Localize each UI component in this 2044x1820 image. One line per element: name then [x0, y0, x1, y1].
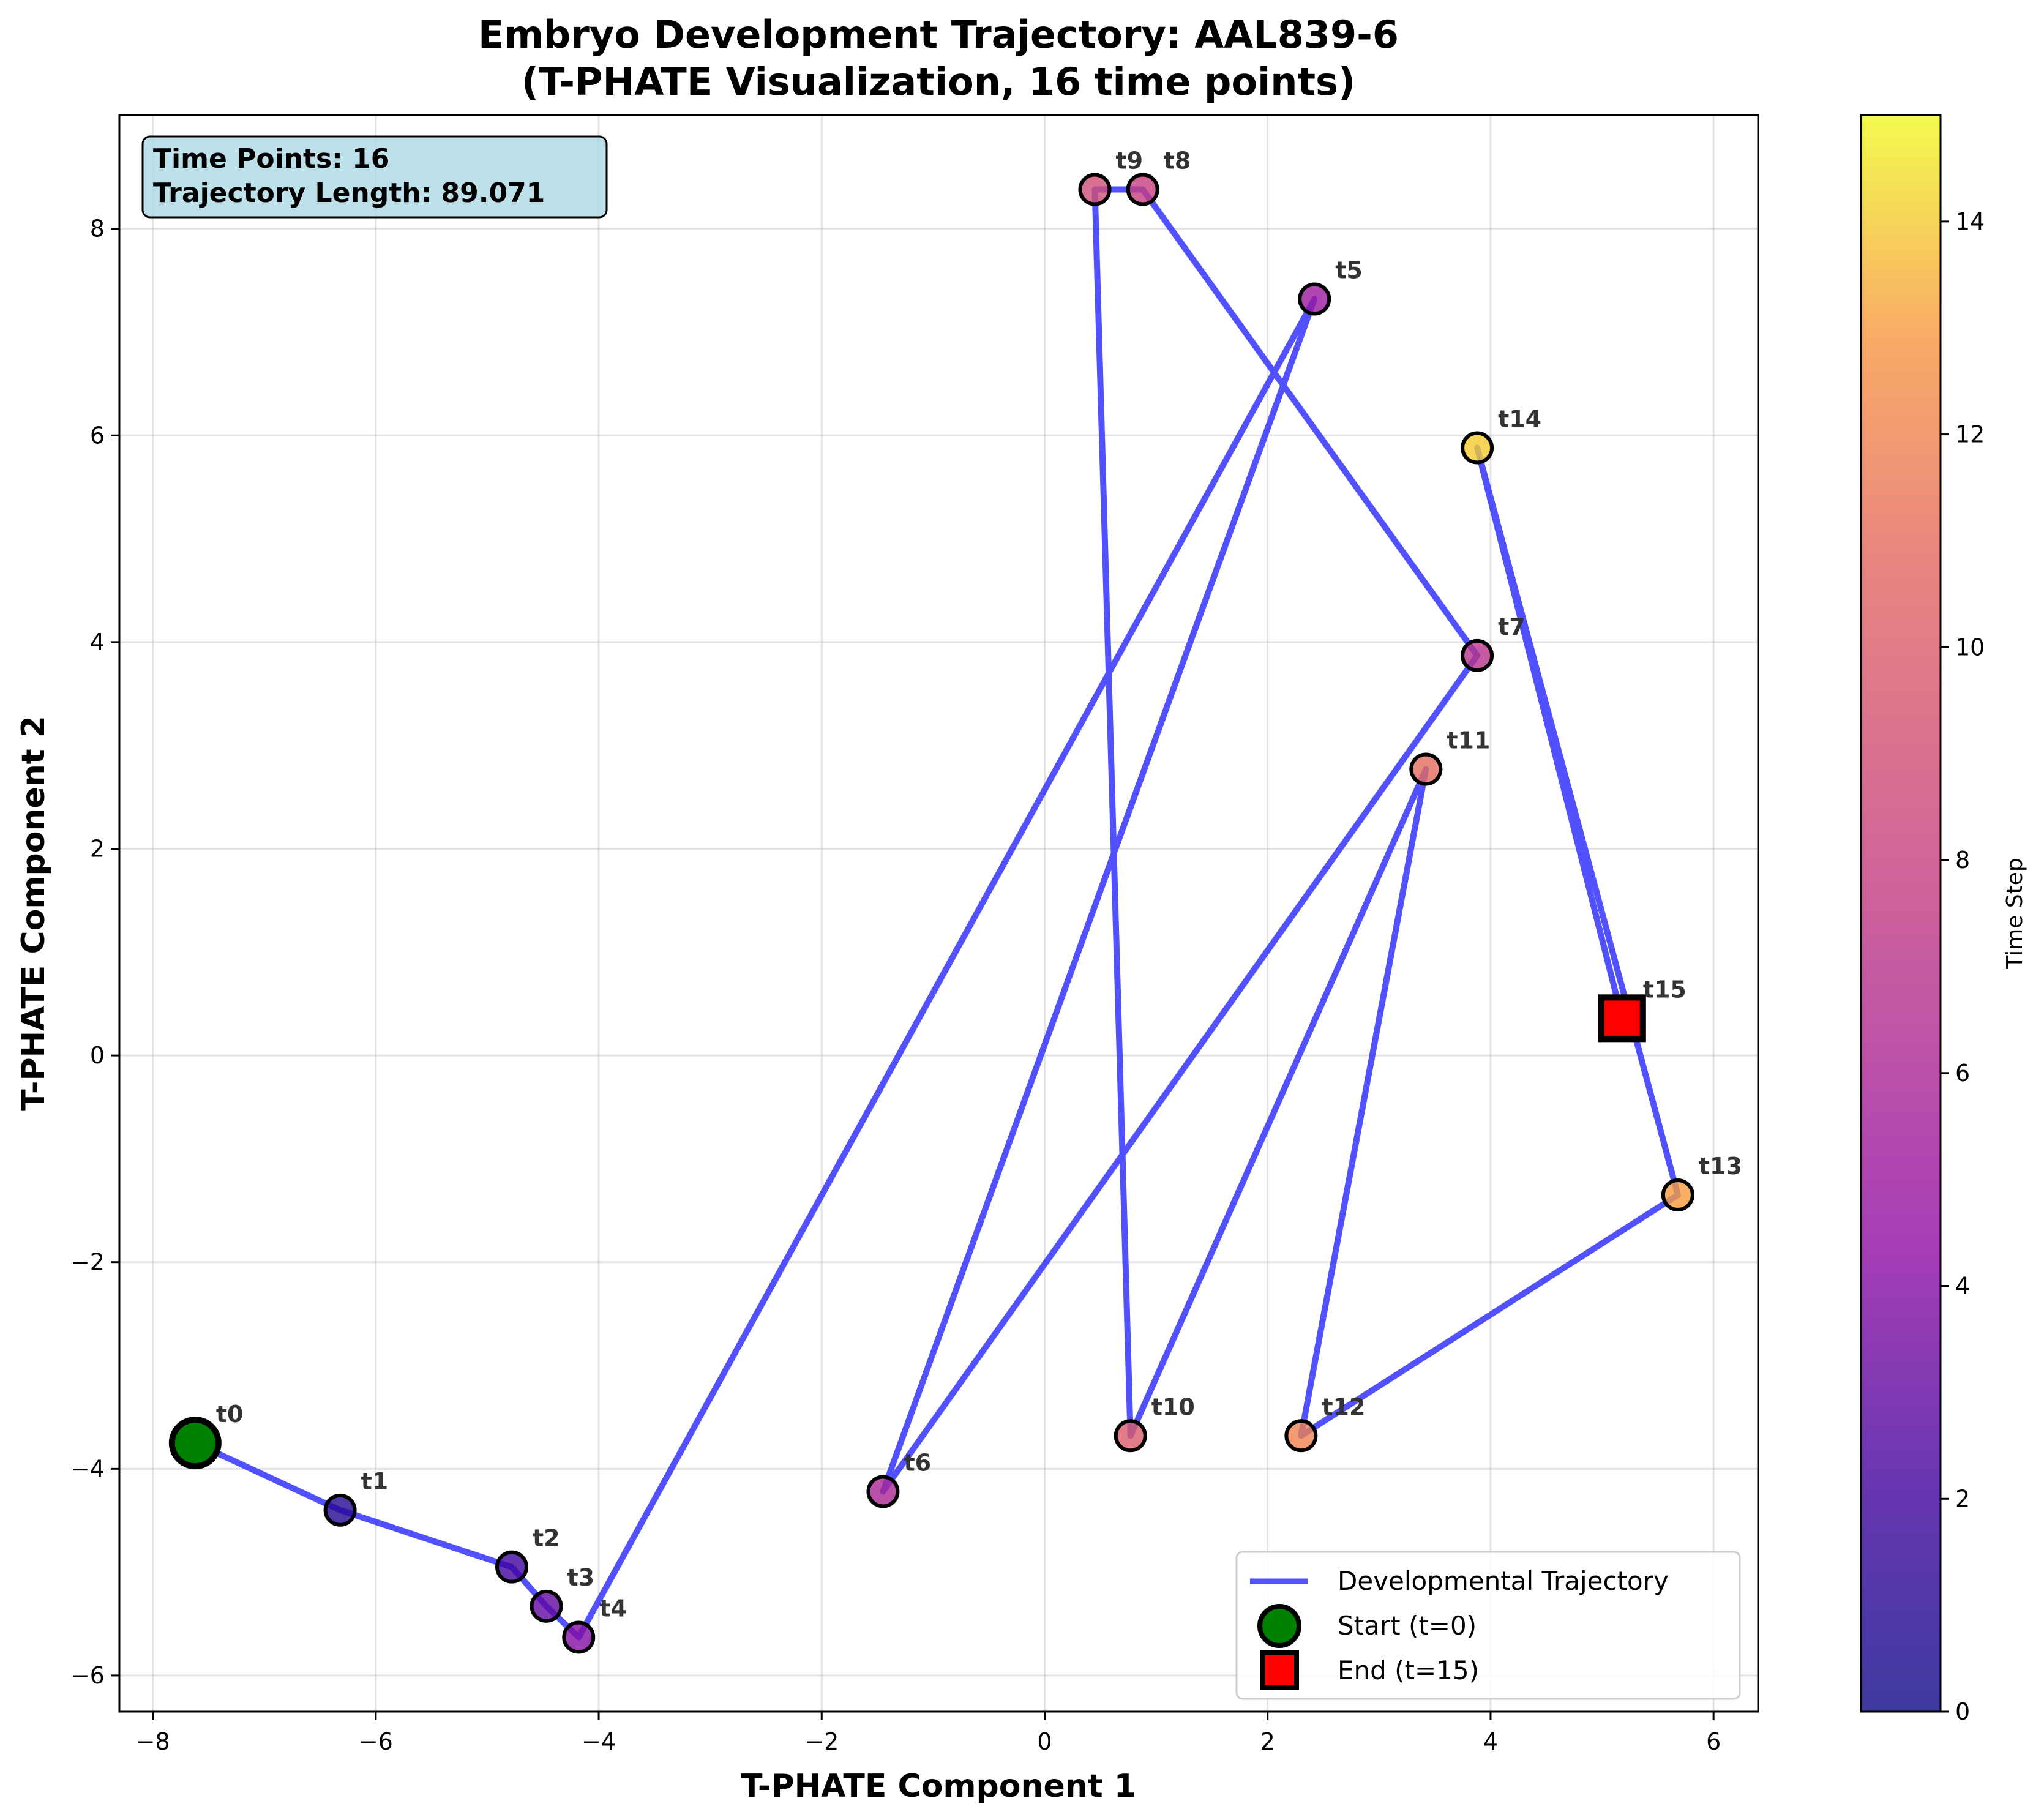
colorbar-tick-label: 14 — [1955, 208, 1985, 235]
point-label-t8: t8 — [1164, 148, 1191, 174]
trajectory-point-t2 — [495, 1550, 529, 1584]
point-label-t5: t5 — [1335, 257, 1363, 283]
trajectory-point-t7 — [1461, 638, 1494, 672]
trajectory-point-t10 — [1114, 1419, 1147, 1453]
y-tick-label: −4 — [70, 1455, 105, 1482]
point-label-t9: t9 — [1115, 148, 1143, 174]
plot-background — [119, 115, 1758, 1712]
colorbar-tick-label: 12 — [1955, 421, 1985, 448]
x-tick-label: −6 — [359, 1728, 393, 1755]
point-label-t6: t6 — [904, 1449, 931, 1476]
legend-label-end: End (t=15) — [1338, 1655, 1479, 1685]
trajectory-point-t9 — [1078, 173, 1112, 206]
trajectory-points — [168, 173, 1694, 1654]
y-axis-label: T-PHATE Component 2 — [15, 716, 52, 1111]
point-label-t7: t7 — [1498, 613, 1526, 640]
trajectory-path — [192, 186, 1681, 1641]
x-tick-label: 6 — [1706, 1728, 1721, 1755]
trajectory-point-t14 — [1461, 431, 1494, 465]
point-label-t12: t12 — [1322, 1393, 1365, 1420]
x-tick-label: 0 — [1037, 1728, 1052, 1755]
y-tick-label: 8 — [90, 215, 105, 242]
legend-label-start: Start (t=0) — [1338, 1611, 1477, 1641]
colorbar-gradient — [1860, 114, 1942, 1713]
plot-frame — [118, 114, 1759, 1713]
start-marker — [168, 1417, 222, 1470]
x-tick-label: −2 — [804, 1728, 839, 1755]
chart-title: Embryo Development Trajectory: AAL839-6 — [478, 12, 1399, 57]
info-trajectory-length: Trajectory Length: 89.071 — [153, 178, 545, 209]
y-axis-ticks: −6 −4 −2 0 2 4 6 8 — [70, 215, 119, 1689]
trajectory-point-t8 — [1126, 173, 1159, 206]
end-marker — [1598, 994, 1646, 1043]
point-label-t14: t14 — [1498, 406, 1541, 433]
y-tick-label: 6 — [90, 422, 105, 449]
point-label-t13: t13 — [1699, 1153, 1742, 1180]
legend: Developmental Trajectory Start (t=0) End… — [1235, 1551, 1741, 1700]
point-label-t10: t10 — [1151, 1393, 1195, 1420]
x-tick-label: 2 — [1260, 1728, 1275, 1755]
colorbar-tick-label: 6 — [1955, 1060, 1970, 1087]
trajectory-point-t4 — [562, 1620, 596, 1654]
trajectory-line — [192, 186, 1681, 1641]
y-tick-label: 2 — [90, 835, 105, 862]
info-box: Time Points: 16 Trajectory Length: 89.07… — [141, 135, 608, 219]
grid-lines — [119, 115, 1758, 1712]
trajectory-point-t11 — [1409, 752, 1443, 786]
legend-box — [1235, 1551, 1741, 1700]
point-label-t0: t0 — [216, 1401, 244, 1428]
y-tick-label: 4 — [90, 629, 105, 656]
point-label-t1: t1 — [361, 1468, 389, 1495]
y-tick-label: −6 — [70, 1662, 105, 1689]
colorbar-tick-label: 2 — [1955, 1485, 1970, 1512]
x-axis-label: T-PHATE Component 1 — [741, 1768, 1136, 1805]
legend-label-trajectory: Developmental Trajectory — [1338, 1566, 1669, 1596]
colorbar-tick-label: 10 — [1955, 634, 1985, 661]
x-axis-ticks: −8 −6 −4 −2 0 2 4 6 — [136, 1712, 1721, 1755]
colorbar: 0 2 4 6 8 10 12 14 Time Step — [1860, 114, 2027, 1725]
info-box-background — [141, 135, 608, 219]
chart-subtitle: (T-PHATE Visualization, 16 time points) — [522, 59, 1355, 104]
trajectory-point-t5 — [1298, 282, 1331, 316]
trajectory-point-t12 — [1284, 1419, 1318, 1453]
point-label-t15: t15 — [1643, 976, 1686, 1003]
x-tick-label: 4 — [1483, 1728, 1498, 1755]
x-tick-label: −8 — [136, 1728, 170, 1755]
x-tick-label: −4 — [582, 1728, 616, 1755]
trajectory-point-t13 — [1661, 1178, 1694, 1211]
colorbar-tick-label: 0 — [1955, 1698, 1970, 1725]
legend-start-marker — [1257, 1604, 1301, 1648]
point-label-t11: t11 — [1447, 727, 1490, 754]
y-tick-label: −2 — [70, 1249, 105, 1276]
colorbar-tick-label: 4 — [1955, 1273, 1970, 1300]
point-label-t4: t4 — [599, 1595, 627, 1622]
trajectory-point-t1 — [323, 1493, 357, 1527]
y-tick-label: 0 — [90, 1042, 105, 1069]
trajectory-point-t3 — [530, 1589, 563, 1623]
info-time-points: Time Points: 16 — [153, 143, 389, 174]
legend-end-marker — [1260, 1650, 1299, 1690]
colorbar-tick-label: 8 — [1955, 847, 1970, 874]
colorbar-ticks: 0 2 4 6 8 10 12 14 — [1941, 208, 1985, 1725]
point-label-t2: t2 — [533, 1525, 560, 1552]
colorbar-label: Time Step — [2002, 858, 2027, 970]
trajectory-point-t6 — [866, 1475, 900, 1508]
point-label-t3: t3 — [567, 1564, 594, 1591]
